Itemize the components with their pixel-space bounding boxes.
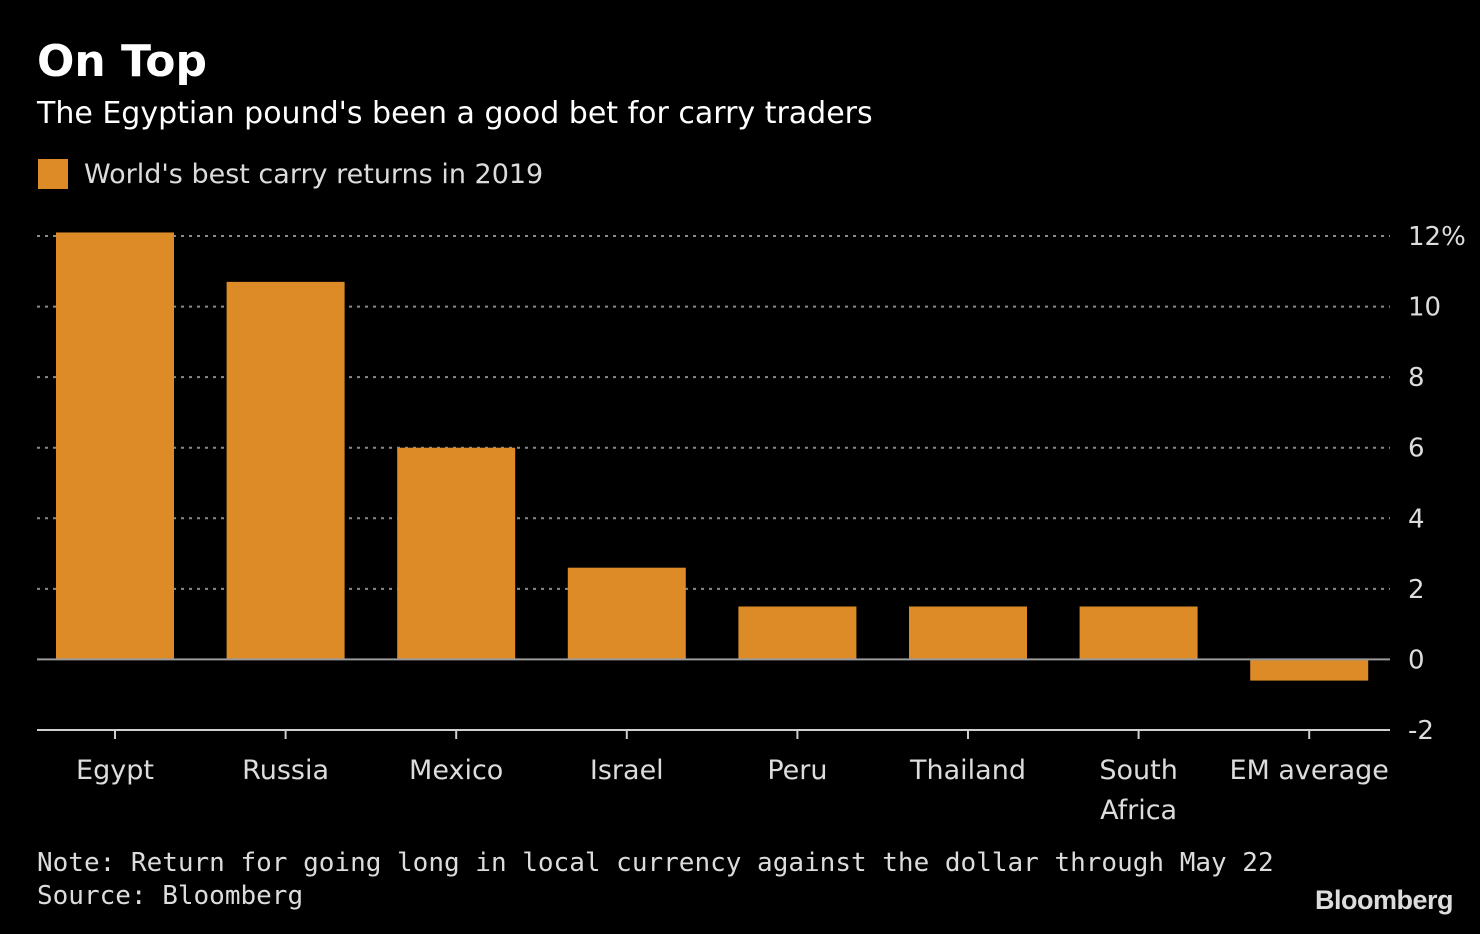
legend-swatch	[38, 159, 68, 189]
x-tick-label-line: South	[1099, 755, 1177, 786]
bar-thailand	[909, 606, 1027, 660]
x-tick-label-line: Israel	[590, 755, 664, 786]
x-tick-label-line: Mexico	[409, 755, 503, 786]
note-text: Note: Return for going long in local cur…	[37, 848, 1274, 878]
y-tick-label: 0	[1408, 645, 1425, 675]
bar-israel	[567, 567, 686, 660]
chart-subtitle: The Egyptian pound's been a good bet for…	[37, 96, 873, 131]
bar-south-africa	[1079, 606, 1198, 660]
y-tick-label: -2	[1408, 716, 1434, 746]
bar-peru	[738, 606, 857, 660]
y-tick-label: 6	[1408, 434, 1425, 464]
bar-egypt	[56, 232, 174, 660]
x-tick-label-line: Egypt	[76, 755, 154, 786]
x-tick-label: Israel	[590, 755, 664, 786]
x-tick-label-line: Africa	[1100, 795, 1177, 826]
y-tick-label: 12%	[1408, 222, 1466, 252]
x-tick-label: Russia	[242, 755, 329, 786]
y-tick-label: 2	[1408, 575, 1425, 605]
x-tick-label: Thailand	[909, 755, 1026, 786]
x-tick-label: Peru	[767, 755, 827, 786]
y-tick-label: 8	[1408, 363, 1425, 393]
source-text: Source: Bloomberg	[37, 881, 304, 911]
x-tick-label: Egypt	[76, 755, 154, 786]
x-tick-label-line: Peru	[767, 755, 827, 786]
bar-em-average	[1250, 659, 1369, 681]
x-tick-label: EM average	[1229, 755, 1388, 786]
footnote: Note: Return for going long in local cur…	[37, 847, 1274, 913]
chart-title: On Top	[37, 36, 207, 87]
y-tick-label: 4	[1408, 504, 1425, 534]
bar-russia	[226, 281, 345, 660]
legend: World's best carry returns in 2019	[38, 154, 543, 194]
x-tick-label: Mexico	[409, 755, 503, 786]
x-tick-label-line: Thailand	[909, 755, 1026, 786]
bloomberg-logo: Bloomberg	[1314, 885, 1454, 915]
axis-labels: 12% 10 8 6 4 2 0 -2 Egypt Russia Mexico Israel Peru T…	[76, 222, 1466, 826]
axes	[37, 658, 1390, 739]
bar-mexico	[397, 447, 516, 660]
bars	[56, 232, 1369, 681]
x-tick-label-line: EM average	[1229, 755, 1388, 786]
x-tick-label-line: Russia	[242, 755, 329, 786]
legend-label: World's best carry returns in 2019	[84, 158, 544, 190]
x-tick-label: South Africa	[1099, 755, 1177, 826]
y-tick-label: 10	[1408, 293, 1441, 323]
